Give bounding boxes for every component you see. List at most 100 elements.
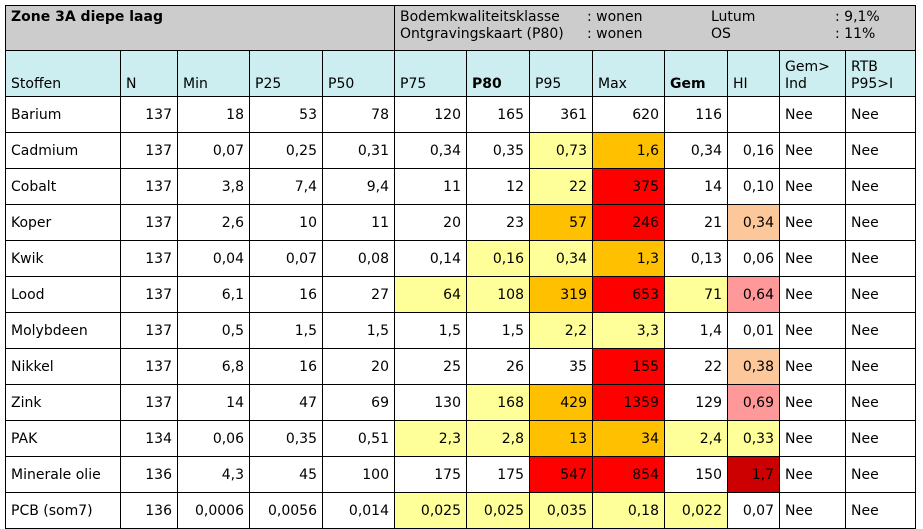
cell-n: 137 bbox=[120, 384, 178, 421]
substance-name: Barium bbox=[5, 96, 121, 133]
info-label: Bodemkwaliteitsklasse bbox=[400, 9, 560, 25]
info-value: : wonen bbox=[587, 26, 643, 42]
cell-p95: 361 bbox=[529, 96, 593, 133]
cell-p75: 0,025 bbox=[394, 492, 467, 529]
substance-name: Molybdeen bbox=[5, 312, 121, 349]
cell-max: 1359 bbox=[592, 384, 665, 421]
cell-gemind: Nee bbox=[779, 132, 846, 169]
cell-max: 3,3 bbox=[592, 312, 665, 349]
cell-gem: 116 bbox=[664, 96, 728, 133]
substance-name: Cobalt bbox=[5, 168, 121, 205]
table-row: Nikkel 137 6,8 16 20 25 26 35 155 22 0,38 Nee Nee bbox=[5, 348, 916, 385]
cell-min: 6,8 bbox=[177, 348, 250, 385]
cell-p25: 0,35 bbox=[249, 420, 323, 457]
cell-p80: 23 bbox=[466, 204, 530, 241]
column-header: N bbox=[120, 50, 178, 97]
table-row: Molybdeen 137 0,5 1,5 1,5 1,5 1,5 2,2 3,3 1,4 0,01… bbox=[5, 312, 916, 349]
cell-gemind: Nee bbox=[779, 456, 846, 493]
cell-hi: 1,7 bbox=[727, 456, 780, 493]
cell-gem: 0,34 bbox=[664, 132, 728, 169]
cell-p25: 53 bbox=[249, 96, 323, 133]
cell-gemind: Nee bbox=[779, 168, 846, 205]
cell-p50: 11 bbox=[322, 204, 395, 241]
cell-rtb: Nee bbox=[845, 420, 916, 457]
cell-n: 137 bbox=[120, 204, 178, 241]
column-header: P25 bbox=[249, 50, 323, 97]
cell-min: 0,07 bbox=[177, 132, 250, 169]
cell-rtb: Nee bbox=[845, 96, 916, 133]
cell-n: 137 bbox=[120, 168, 178, 205]
cell-p25: 0,25 bbox=[249, 132, 323, 169]
cell-n: 137 bbox=[120, 96, 178, 133]
cell-p50: 0,08 bbox=[322, 240, 395, 277]
cell-hi: 0,07 bbox=[727, 492, 780, 529]
cell-min: 14 bbox=[177, 384, 250, 421]
cell-gemind: Nee bbox=[779, 96, 846, 133]
cell-p50: 9,4 bbox=[322, 168, 395, 205]
column-header: RTB P95>I bbox=[845, 50, 916, 97]
cell-p80: 26 bbox=[466, 348, 530, 385]
cell-min: 18 bbox=[177, 96, 250, 133]
cell-p75: 130 bbox=[394, 384, 467, 421]
cell-rtb: Nee bbox=[845, 204, 916, 241]
cell-rtb: Nee bbox=[845, 132, 916, 169]
cell-gem: 1,4 bbox=[664, 312, 728, 349]
cell-min: 0,06 bbox=[177, 420, 250, 457]
cell-gemind: Nee bbox=[779, 240, 846, 277]
cell-p95: 319 bbox=[529, 276, 593, 313]
cell-min: 6,1 bbox=[177, 276, 250, 313]
cell-min: 4,3 bbox=[177, 456, 250, 493]
cell-p95: 13 bbox=[529, 420, 593, 457]
column-header: Max bbox=[592, 50, 665, 97]
info-label: Ontgravingskaart (P80) bbox=[400, 26, 564, 42]
cell-min: 3,8 bbox=[177, 168, 250, 205]
cell-gem: 0,022 bbox=[664, 492, 728, 529]
cell-hi: 0,33 bbox=[727, 420, 780, 457]
table-row: PCB (som7) 136 0,0006 0,0056 0,014 0,025 0,025… bbox=[5, 492, 916, 529]
cell-p75: 11 bbox=[394, 168, 467, 205]
cell-p25: 10 bbox=[249, 204, 323, 241]
cell-p50: 27 bbox=[322, 276, 395, 313]
cell-p50: 0,014 bbox=[322, 492, 395, 529]
cell-hi: 0,10 bbox=[727, 168, 780, 205]
cell-n: 137 bbox=[120, 348, 178, 385]
substance-name: Minerale olie bbox=[5, 456, 121, 493]
column-header: P50 bbox=[322, 50, 395, 97]
cell-max: 0,18 bbox=[592, 492, 665, 529]
column-header: Stoffen bbox=[5, 50, 121, 97]
cell-max: 155 bbox=[592, 348, 665, 385]
table-row: PAK 134 0,06 0,35 0,51 2,3 2,8 13 34 2,4 0,33 Nee Ne… bbox=[5, 420, 916, 457]
cell-rtb: Nee bbox=[845, 240, 916, 277]
cell-p25: 16 bbox=[249, 348, 323, 385]
title-row: Zone 3A diepe laag Bodemkwaliteitsklasse… bbox=[5, 5, 916, 51]
cell-gemind: Nee bbox=[779, 204, 846, 241]
cell-hi: 0,16 bbox=[727, 132, 780, 169]
cell-n: 136 bbox=[120, 456, 178, 493]
info-param-value: : 11% bbox=[835, 26, 876, 42]
cell-gem: 150 bbox=[664, 456, 728, 493]
cell-max: 1,3 bbox=[592, 240, 665, 277]
substance-name: Nikkel bbox=[5, 348, 121, 385]
cell-p95: 0,34 bbox=[529, 240, 593, 277]
cell-p95: 22 bbox=[529, 168, 593, 205]
cell-n: 137 bbox=[120, 276, 178, 313]
cell-p80: 1,5 bbox=[466, 312, 530, 349]
soil-quality-table-wrapper: Zone 3A diepe laag Bodemkwaliteitsklasse… bbox=[5, 5, 916, 529]
cell-max: 34 bbox=[592, 420, 665, 457]
cell-p95: 0,035 bbox=[529, 492, 593, 529]
cell-hi: 0,01 bbox=[727, 312, 780, 349]
cell-min: 0,0006 bbox=[177, 492, 250, 529]
header-row: Stoffen N Min P25 P50 P75 P80 P95 Max Gem HI Gem> In… bbox=[5, 50, 916, 97]
table-row: Koper 137 2,6 10 11 20 23 57 246 21 0,34 Nee Nee bbox=[5, 204, 916, 241]
cell-p75: 0,34 bbox=[394, 132, 467, 169]
cell-gemind: Nee bbox=[779, 420, 846, 457]
cell-p25: 47 bbox=[249, 384, 323, 421]
cell-p75: 0,14 bbox=[394, 240, 467, 277]
cell-p80: 2,8 bbox=[466, 420, 530, 457]
cell-p75: 120 bbox=[394, 96, 467, 133]
info-param-value: : 9,1% bbox=[835, 9, 880, 25]
substance-name: PCB (som7) bbox=[5, 492, 121, 529]
cell-p25: 0,0056 bbox=[249, 492, 323, 529]
cell-hi: 0,34 bbox=[727, 204, 780, 241]
cell-p50: 0,31 bbox=[322, 132, 395, 169]
